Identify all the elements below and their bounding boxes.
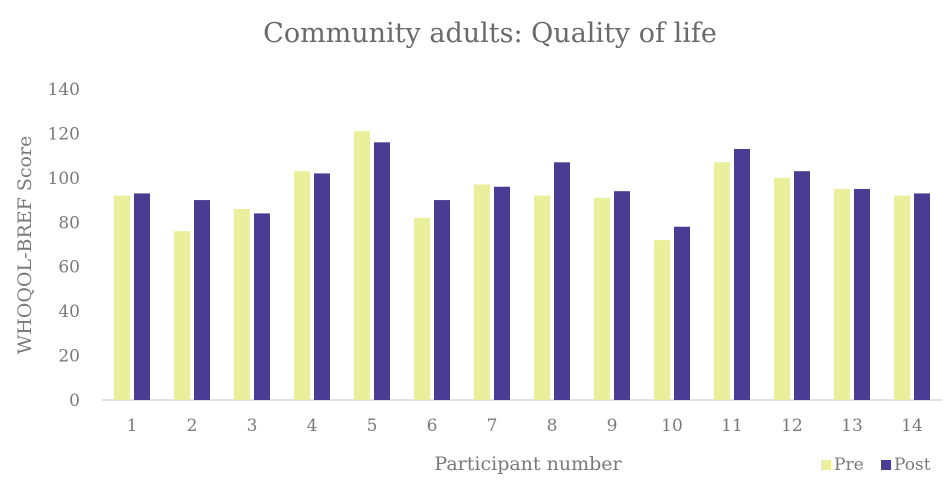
- x-tick-label: 12: [781, 416, 803, 436]
- bar-post-10: [674, 226, 690, 400]
- bar-pre-7: [474, 184, 490, 400]
- bar-post-6: [434, 200, 450, 400]
- bar-pre-2: [174, 231, 190, 400]
- x-tick-label: 4: [307, 416, 318, 436]
- bar-post-2: [194, 200, 210, 400]
- bar-post-9: [614, 191, 630, 400]
- bars-group: [114, 131, 930, 401]
- bar-post-4: [314, 173, 330, 400]
- bar-pre-4: [294, 171, 310, 400]
- bar-pre-3: [234, 208, 250, 400]
- bar-pre-6: [414, 217, 430, 400]
- x-tick-label: 14: [901, 416, 923, 436]
- bar-post-8: [554, 162, 570, 400]
- x-tick-label: 3: [247, 416, 258, 436]
- legend-label-post: Post: [894, 455, 931, 475]
- bar-post-7: [494, 186, 510, 400]
- x-tick-label: 10: [661, 416, 683, 436]
- bar-pre-11: [714, 162, 730, 400]
- legend-swatch-pre: [821, 460, 831, 470]
- bar-post-13: [854, 188, 870, 400]
- y-tick-label: 120: [48, 124, 80, 144]
- x-tick-label: 2: [187, 416, 198, 436]
- bar-post-1: [134, 193, 150, 400]
- x-tick-label: 6: [427, 416, 438, 436]
- bar-post-11: [734, 148, 750, 400]
- y-tick-label: 20: [58, 347, 80, 367]
- y-tick-label: 100: [48, 169, 80, 189]
- bar-post-12: [794, 171, 810, 400]
- x-tick-label: 1: [127, 416, 138, 436]
- x-tick-label: 13: [841, 416, 863, 436]
- bar-pre-12: [774, 177, 790, 400]
- chart-legend: Pre Post: [821, 455, 931, 475]
- y-tick-label: 40: [58, 302, 80, 322]
- bar-pre-14: [894, 195, 910, 400]
- bar-pre-8: [534, 195, 550, 400]
- y-tick-labels: 0 20 40 60 80 100 120 140: [48, 80, 80, 411]
- x-tick-labels: 1 2 3 4 5 6 7 8 9 10 11 12 13 14: [127, 416, 923, 436]
- x-tick-label: 5: [367, 416, 378, 436]
- y-tick-label: 60: [58, 258, 80, 278]
- y-axis-label: WHOQOL-BREF Score: [14, 136, 36, 355]
- bar-pre-5: [354, 131, 370, 400]
- chart-title: Community adults: Quality of life: [263, 18, 717, 49]
- x-tick-label: 9: [607, 416, 618, 436]
- x-axis-label: Participant number: [434, 453, 622, 475]
- y-tick-label: 0: [69, 391, 80, 411]
- y-tick-label: 80: [58, 213, 80, 233]
- legend-label-pre: Pre: [834, 455, 864, 475]
- bar-post-14: [914, 193, 930, 400]
- y-tick-label: 140: [48, 80, 80, 100]
- legend-swatch-post: [881, 460, 891, 470]
- bar-pre-13: [834, 188, 850, 400]
- bar-post-3: [254, 213, 270, 400]
- bar-pre-10: [654, 240, 670, 400]
- bar-post-5: [374, 142, 390, 401]
- x-tick-label: 8: [547, 416, 558, 436]
- bar-pre-1: [114, 195, 130, 400]
- x-tick-label: 11: [721, 416, 743, 436]
- bar-pre-9: [594, 197, 610, 400]
- x-tick-label: 7: [487, 416, 498, 436]
